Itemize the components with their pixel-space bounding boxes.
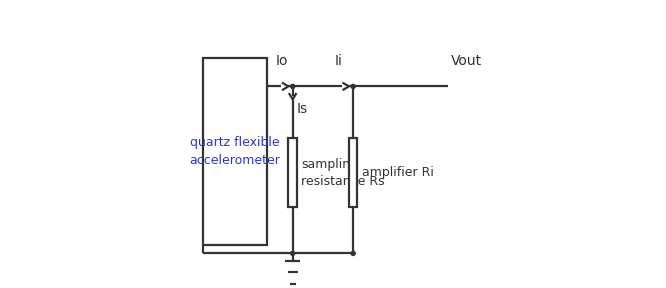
Text: Is: Is	[297, 102, 308, 116]
Circle shape	[351, 84, 355, 88]
Text: amplifier Ri: amplifier Ri	[362, 166, 434, 179]
Bar	[203, 58, 267, 245]
Text: quartz flexible
accelerometer: quartz flexible accelerometer	[190, 136, 280, 167]
Text: Ii: Ii	[334, 54, 342, 68]
Circle shape	[351, 251, 355, 255]
Circle shape	[290, 84, 294, 88]
Bar	[349, 138, 358, 207]
Circle shape	[290, 251, 294, 255]
Text: sampling
resistance Rs: sampling resistance Rs	[301, 158, 385, 188]
Bar	[288, 138, 297, 207]
Text: Vout: Vout	[451, 54, 482, 68]
Text: Io: Io	[276, 54, 288, 68]
